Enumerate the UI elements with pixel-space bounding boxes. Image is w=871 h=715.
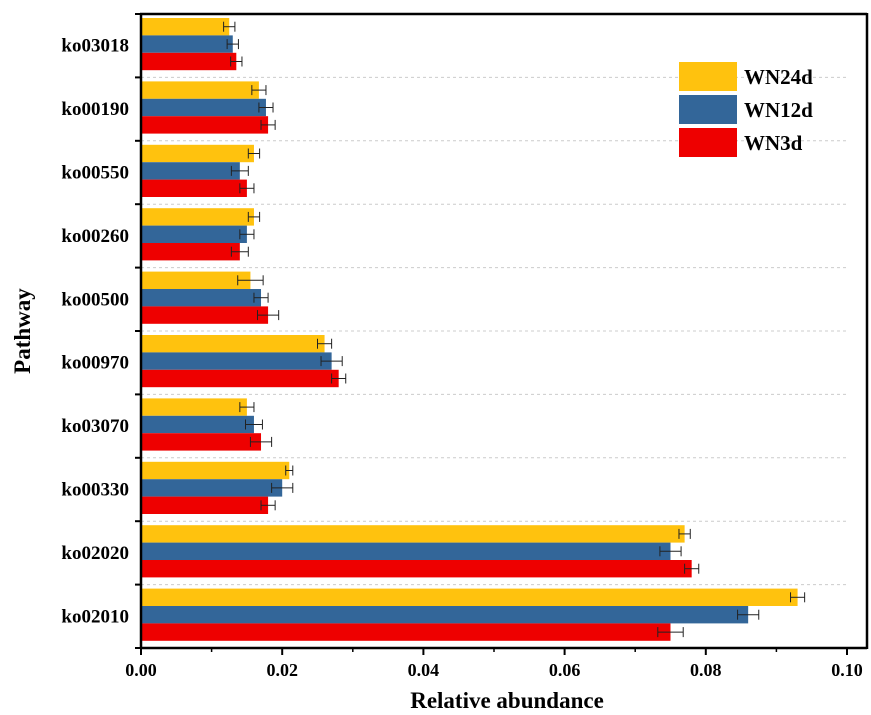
error-bar-ko00190-WN12d: [258, 102, 274, 113]
bar-ko00190-WN24d: [141, 81, 259, 99]
category-label-ko00330: ko00330: [61, 480, 129, 501]
legend-label-WN12d: WN12d: [744, 98, 813, 122]
bar-ko03018-WN12d: [141, 35, 233, 53]
error-bar-ko00500-WN12d: [253, 292, 269, 303]
x-tick-label: 0.02: [266, 660, 298, 680]
bar-ko03018-WN24d: [141, 18, 230, 36]
bar-ko03070-WN12d: [141, 415, 254, 434]
legend-label-WN24d: WN24d: [744, 65, 813, 89]
error-bar-ko00550-WN3d: [239, 183, 255, 194]
error-bar-ko00260-WN24d: [247, 211, 261, 222]
bar-ko02010-WN12d: [141, 606, 749, 624]
category-labels: ko03018 ko00190 ko00550 ko00260 ko00500 ko009…: [61, 36, 129, 628]
bar-ko00500-WN3d: [141, 306, 269, 324]
category-label-ko00970: ko00970: [61, 353, 129, 374]
bar-ko00190-WN12d: [141, 98, 266, 117]
bar-ko03070-WN3d: [141, 433, 262, 451]
error-bar-ko03018-WN3d: [230, 56, 243, 67]
bar-ko00260-WN3d: [141, 243, 240, 261]
bar-ko02010-WN3d: [141, 623, 671, 641]
error-bar-ko03018-WN12d: [226, 39, 239, 50]
bar-ko02010-WN24d: [141, 588, 798, 606]
error-bar-ko00260-WN3d: [230, 246, 249, 257]
error-bar-ko00260-WN12d: [239, 229, 255, 240]
category-label-ko02010: ko02010: [61, 606, 129, 627]
bar-ko00330-WN12d: [141, 479, 283, 497]
error-bar-ko02010-WN12d: [737, 609, 760, 620]
bar-ko00500-WN24d: [141, 271, 251, 289]
category-label-ko03070: ko03070: [61, 416, 129, 437]
error-bar-ko02020-WN12d: [659, 546, 682, 557]
axes: [135, 12, 869, 650]
error-bar-ko00970-WN3d: [331, 373, 347, 384]
bar-ko00500-WN12d: [141, 289, 262, 307]
legend-swatch-WN12d: [679, 95, 737, 124]
bars: [141, 18, 798, 641]
error-bar-ko00190-WN3d: [260, 119, 276, 130]
category-label-ko00550: ko00550: [61, 163, 129, 184]
category-label-ko00190: ko00190: [61, 99, 129, 120]
x-tick-label: 0.04: [408, 660, 440, 680]
x-tick-label: 0.06: [549, 660, 581, 680]
bar-ko02020-WN24d: [141, 525, 685, 543]
error-bar-ko00330-WN24d: [285, 465, 294, 476]
x-axis-title: Relative abundance: [410, 688, 604, 713]
category-label-ko00500: ko00500: [61, 289, 129, 310]
category-label-ko00260: ko00260: [61, 226, 129, 247]
error-bar-ko00500-WN3d: [256, 310, 280, 321]
error-bar-ko03070-WN12d: [244, 419, 263, 430]
error-bar-ko00550-WN24d: [247, 148, 261, 159]
bar-ko02020-WN12d: [141, 542, 671, 560]
x-tick-label: 0.10: [831, 660, 863, 680]
bar-ko00260-WN24d: [141, 208, 254, 226]
error-bar-ko00970-WN12d: [320, 356, 343, 367]
error-bar-ko03070-WN24d: [239, 402, 255, 413]
legend: WN24d WN12d WN3d: [679, 62, 813, 157]
bar-ko00260-WN12d: [141, 225, 247, 243]
error-bar-ko03070-WN3d: [249, 436, 273, 447]
error-bars: [223, 21, 806, 638]
x-axis-ticks: 0.00 0.02 0.04 0.06 0.08 0.10: [125, 648, 863, 680]
bar-ko00330-WN24d: [141, 461, 290, 480]
bar-ko00190-WN3d: [141, 116, 269, 134]
error-bar-ko00500-WN24d: [237, 275, 264, 286]
bar-ko00550-WN12d: [141, 162, 240, 180]
bar-ko03018-WN3d: [141, 52, 237, 71]
bar-ko00970-WN3d: [141, 369, 339, 388]
bar-ko03070-WN24d: [141, 398, 247, 416]
bar-ko00550-WN24d: [141, 144, 254, 163]
error-bar-ko00330-WN3d: [260, 500, 276, 511]
category-label-ko03018: ko03018: [61, 36, 129, 57]
legend-swatch-WN24d: [679, 62, 737, 91]
bar-ko00330-WN3d: [141, 496, 269, 514]
error-bar-ko00970-WN24d: [317, 338, 333, 349]
bar-ko00550-WN3d: [141, 179, 247, 197]
x-tick-label: 0.00: [125, 660, 157, 680]
error-bar-ko00190-WN24d: [251, 85, 267, 96]
error-bar-ko03018-WN24d: [223, 21, 236, 32]
error-bar-ko02010-WN3d: [657, 627, 684, 638]
error-bar-ko02020-WN24d: [678, 528, 691, 539]
error-bar-ko02010-WN24d: [790, 592, 806, 603]
legend-swatch-WN3d: [679, 128, 737, 157]
bar-ko00970-WN24d: [141, 335, 325, 353]
bar-ko00970-WN12d: [141, 352, 332, 370]
bar-ko02020-WN3d: [141, 560, 692, 578]
x-tick-label: 0.08: [690, 660, 722, 680]
error-bar-ko00330-WN12d: [271, 482, 294, 493]
y-axis-title: Pathway: [10, 288, 35, 374]
error-bar-ko02020-WN3d: [684, 563, 700, 574]
legend-label-WN3d: WN3d: [744, 131, 803, 155]
category-label-ko02020: ko02020: [61, 543, 129, 564]
error-bar-ko00550-WN12d: [230, 165, 249, 176]
